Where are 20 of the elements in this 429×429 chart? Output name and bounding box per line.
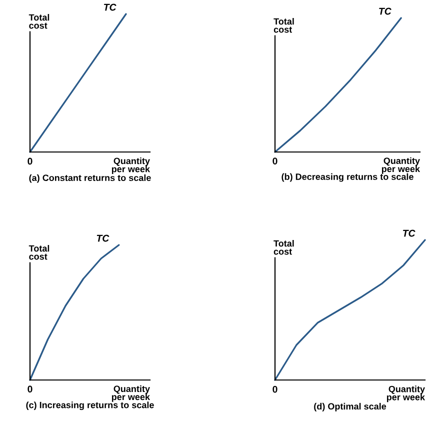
text: 0 xyxy=(28,386,32,393)
text: (c) Increasing returns to scale xyxy=(26,402,154,410)
text: 0 xyxy=(28,158,32,165)
text: 0 xyxy=(272,386,278,393)
y-axis-title: Total cost xyxy=(28,245,50,260)
x-axis-title: Quantity per week xyxy=(112,385,150,402)
series-label: TC xyxy=(104,4,116,11)
series-label: TC xyxy=(96,234,110,242)
text: (d) Optimal scale xyxy=(314,402,386,412)
text: (b) Decreasing returns to scale xyxy=(282,173,414,182)
y-axis-title: Total cost xyxy=(274,240,294,255)
series-label: TC xyxy=(403,230,416,237)
x-axis-title: Quantity per week xyxy=(112,158,150,174)
y-axis-title: Total cost xyxy=(28,14,50,29)
series-label: TC xyxy=(379,8,392,15)
text: 0 xyxy=(272,158,278,164)
y-axis-title: Total cost xyxy=(274,18,294,33)
text: (a) Constant returns to scale xyxy=(29,174,151,183)
x-axis-title: Quantity per week xyxy=(382,157,420,174)
x-axis-title: Quantity per week xyxy=(386,386,426,402)
